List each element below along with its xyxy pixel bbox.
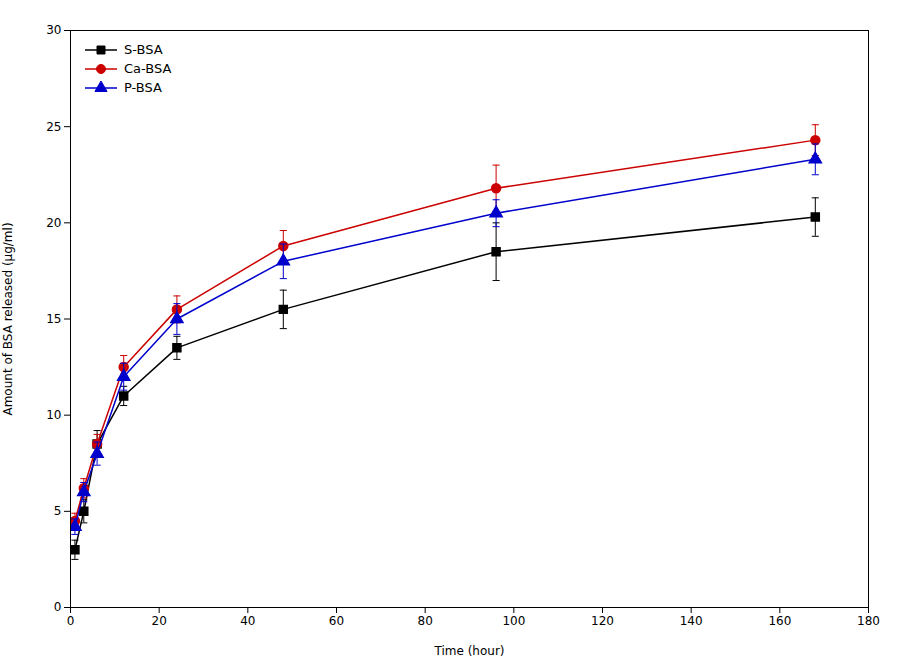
svg-text:40: 40	[240, 614, 255, 628]
svg-text:0: 0	[54, 600, 62, 614]
svg-text:100: 100	[502, 614, 525, 628]
html-text:P-BSA: P-BSA	[124, 80, 162, 95]
svg-text:80: 80	[418, 614, 433, 628]
svg-text:25: 25	[46, 120, 61, 134]
svg-text:60: 60	[329, 614, 344, 628]
svg-text:160: 160	[768, 614, 791, 628]
svg-text:15: 15	[46, 312, 61, 326]
svg-text:0: 0	[67, 614, 75, 628]
svg-text:30: 30	[46, 23, 61, 37]
html-text:Ca-BSA: Ca-BSA	[124, 61, 172, 76]
svg-text:20: 20	[46, 216, 61, 230]
svg-text:Amount of BSA released (μg/ml): Amount of BSA released (μg/ml)	[1, 222, 15, 415]
svg-text:Time (hour): Time (hour)	[433, 644, 504, 657]
html-text:S-BSA: S-BSA	[124, 42, 163, 57]
svg-text:180: 180	[857, 614, 880, 628]
svg-text:140: 140	[680, 614, 703, 628]
svg-text:120: 120	[591, 614, 614, 628]
svg-text:20: 20	[152, 614, 167, 628]
svg-text:10: 10	[46, 408, 61, 422]
svg-text:5: 5	[54, 504, 62, 518]
